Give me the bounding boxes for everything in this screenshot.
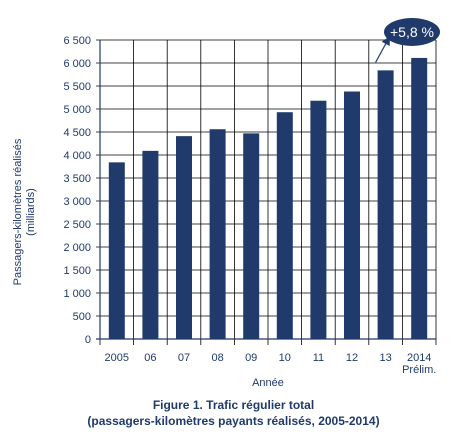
annotation-label: +5,8 % bbox=[390, 24, 434, 40]
x-tick-label: 08 bbox=[211, 352, 223, 364]
bar bbox=[176, 136, 192, 339]
bar bbox=[411, 57, 428, 339]
growth-annotation: +5,8 % bbox=[375, 18, 440, 63]
y-tick-label: 6 000 bbox=[63, 58, 91, 70]
y-tick-label: 4 500 bbox=[63, 127, 91, 139]
x-tick-label: 13 bbox=[379, 352, 391, 364]
x-tick-label: 09 bbox=[245, 352, 257, 364]
x-tick-label: 07 bbox=[178, 352, 190, 364]
y-tick-label: 5 500 bbox=[63, 81, 91, 93]
y-tick-label: 2 500 bbox=[63, 219, 91, 231]
x-tick-label: 06 bbox=[144, 352, 156, 364]
x-tick-label: 12 bbox=[346, 352, 358, 364]
x-axis-label: Année bbox=[252, 377, 284, 389]
bar bbox=[243, 133, 260, 339]
y-tick-label: 3 000 bbox=[63, 196, 91, 208]
bar bbox=[344, 91, 360, 340]
y-tick-labels: 0 500 1 000 1 500 2 000 2 500 3 000 3 500 4 000 4… bbox=[63, 35, 91, 346]
x-tick-label: 11 bbox=[313, 352, 324, 364]
y-tick-label: 2 000 bbox=[63, 242, 91, 254]
y-axis-label-units: (milliards) bbox=[25, 188, 37, 236]
figure-caption-title: Figure 1. Trafic régulier total bbox=[152, 398, 315, 412]
y-tick-label: 0 bbox=[85, 334, 91, 346]
annotation-oval bbox=[384, 18, 440, 46]
y-tick-label: 1 000 bbox=[63, 288, 91, 300]
bar bbox=[142, 150, 159, 339]
y-axis-label: Passagers-kilomètres réalisés bbox=[12, 138, 24, 285]
y-tick-label: 1 500 bbox=[63, 265, 91, 277]
y-tick-label: 3 500 bbox=[63, 173, 91, 185]
x-tick-sublabel: Prélim. bbox=[402, 364, 436, 376]
figure-caption-subtitle: (passagers-kilomètres payants réalisés, … bbox=[87, 414, 380, 428]
x-tick-label: 10 bbox=[279, 352, 291, 364]
y-tick-label: 6 500 bbox=[63, 35, 91, 47]
bar bbox=[108, 162, 125, 339]
x-tick-label: 2014 bbox=[407, 352, 431, 364]
bar bbox=[276, 112, 293, 339]
y-tick-label: 5 000 bbox=[63, 104, 91, 116]
x-tick-label: 2005 bbox=[105, 352, 129, 364]
y-tick-label: 500 bbox=[73, 311, 91, 323]
y-tick-label: 4 000 bbox=[63, 150, 91, 162]
bars bbox=[108, 57, 428, 340]
bar bbox=[209, 129, 226, 339]
bar bbox=[310, 100, 327, 339]
bar bbox=[377, 70, 394, 340]
